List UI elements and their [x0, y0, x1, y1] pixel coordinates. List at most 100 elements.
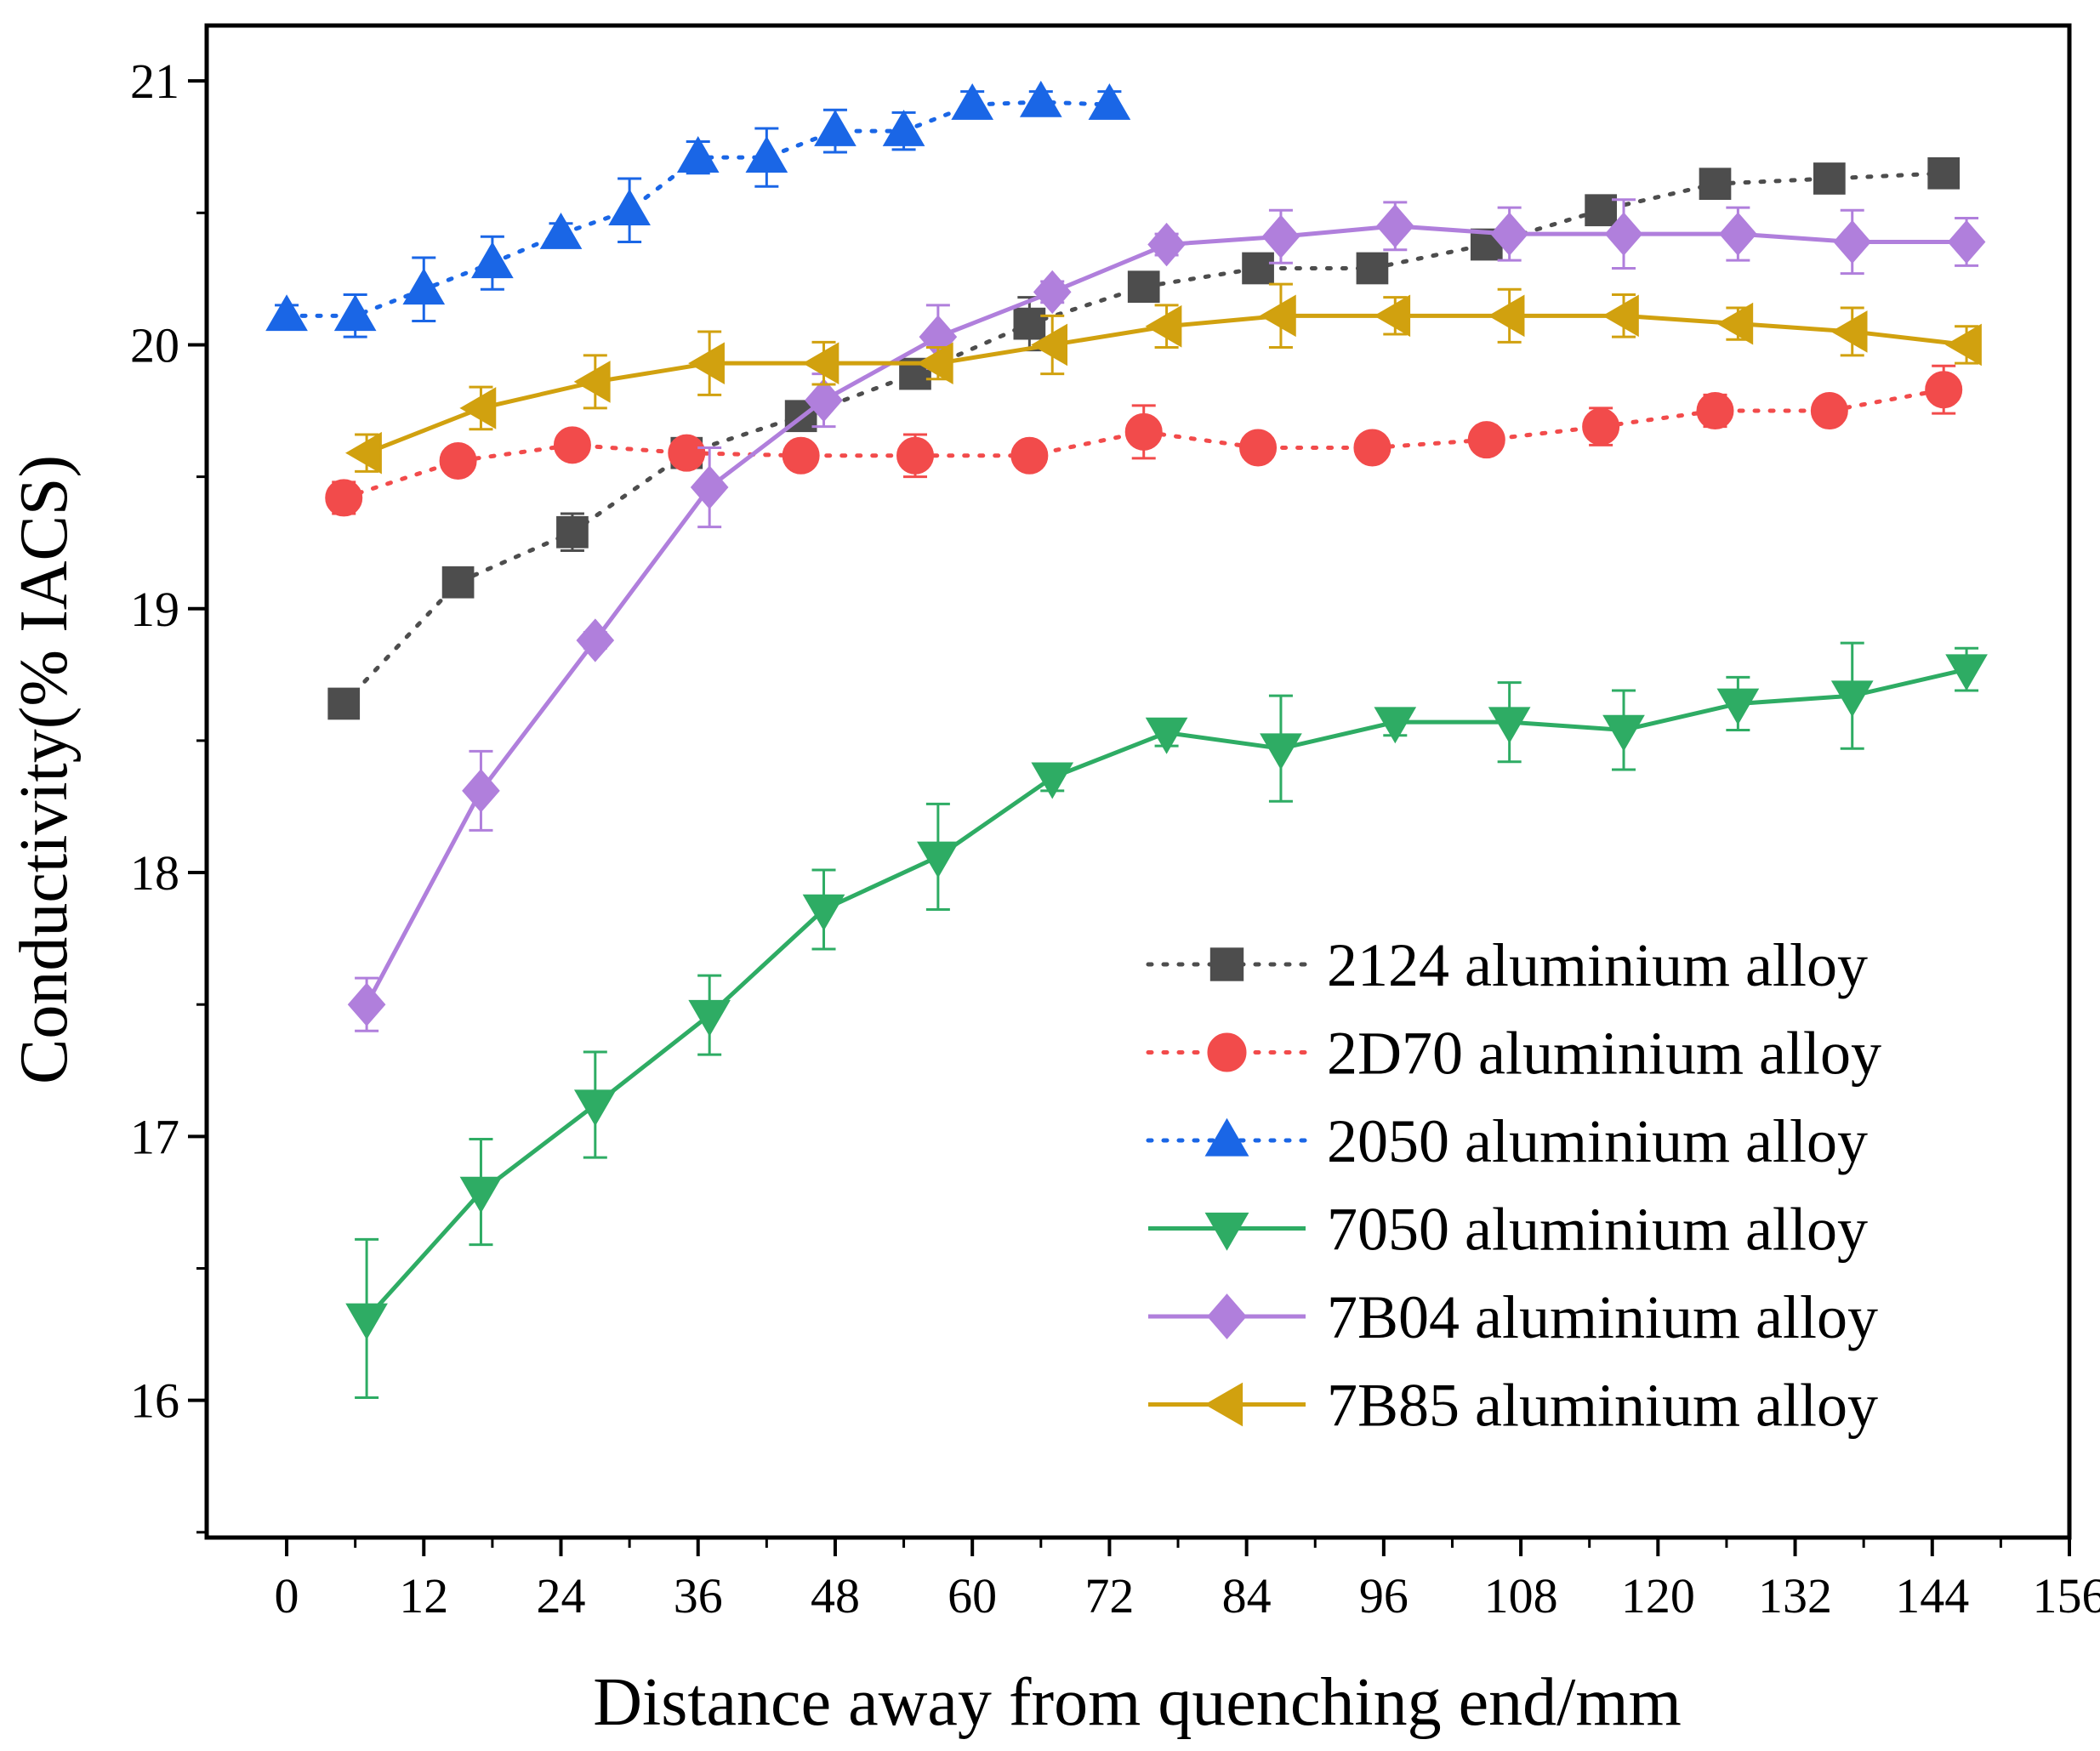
series-group [345, 641, 1988, 1400]
series-line [284, 99, 1112, 318]
data-point [1699, 168, 1732, 201]
data-point [1602, 714, 1645, 752]
legend-item: 2D70 aluminium alloy [1146, 1020, 1881, 1088]
data-point [688, 342, 725, 385]
data-point [1374, 707, 1417, 744]
series-group [265, 80, 1131, 338]
legend-label: 7050 aluminium alloy [1327, 1196, 1868, 1264]
plot-frame [204, 23, 2072, 1540]
y-tick-label: 16 [130, 1373, 179, 1429]
data-point [1830, 680, 1874, 718]
data-point [1602, 294, 1639, 338]
data-point [556, 515, 589, 549]
data-point [1031, 323, 1068, 367]
data-point [1209, 947, 1244, 981]
data-point [462, 769, 500, 813]
series-group [325, 364, 1963, 517]
data-point [1207, 1032, 1247, 1072]
data-point [1013, 307, 1046, 340]
data-point [576, 618, 615, 662]
data-point [814, 110, 857, 146]
data-point [690, 465, 729, 509]
x-tick-label: 156 [2033, 1568, 2100, 1623]
x-tick-label: 108 [1484, 1568, 1558, 1623]
data-point [1833, 219, 1872, 264]
data-point [1488, 294, 1525, 338]
data-point [1239, 429, 1278, 467]
plot-border [204, 23, 2072, 1540]
data-point [1810, 392, 1848, 430]
data-point [1582, 407, 1620, 446]
legend: 2124 aluminium alloy 2D70 aluminium alloy… [1146, 931, 1881, 1440]
data-point [1696, 392, 1734, 430]
legend-item: 2124 aluminium alloy [1146, 931, 1868, 999]
x-tick-label: 12 [399, 1568, 448, 1623]
legend-item: 7B85 aluminium alloy [1148, 1372, 1878, 1440]
data-point [1490, 212, 1528, 256]
legend-item: 2050 aluminium alloy [1146, 1107, 1868, 1175]
data-point [916, 342, 953, 385]
data-point [439, 441, 477, 480]
data-point [1716, 302, 1754, 345]
data-point [1019, 80, 1062, 117]
data-point [1467, 421, 1505, 459]
data-point [1145, 304, 1182, 348]
data-point [1585, 194, 1617, 227]
data-point [333, 294, 377, 332]
x-tick-label: 36 [674, 1568, 723, 1623]
x-tick-label: 48 [811, 1568, 860, 1623]
data-point [1375, 204, 1414, 248]
data-point [553, 426, 591, 464]
legend-item: 7B04 aluminium alloy [1148, 1283, 1878, 1351]
legend-label: 2D70 aluminium alloy [1327, 1020, 1881, 1088]
data-point [745, 136, 788, 173]
data-point [347, 982, 386, 1026]
data-point [1604, 212, 1643, 256]
data-point [1033, 270, 1072, 315]
data-point [1813, 162, 1846, 195]
legend-label: 7B85 aluminium alloy [1327, 1372, 1878, 1440]
y-tick-label: 20 [130, 317, 179, 372]
data-point [1947, 219, 1986, 264]
data-point [1719, 212, 1757, 256]
x-tick-label: 24 [537, 1568, 586, 1623]
x-tick-label: 120 [1621, 1568, 1695, 1623]
data-point [1242, 252, 1274, 285]
data-point [573, 1089, 617, 1127]
data-point [325, 479, 363, 517]
y-axis: 16 17 18 19 20 21 [130, 54, 207, 1534]
legend-label: 2050 aluminium alloy [1327, 1107, 1868, 1175]
data-point [608, 189, 651, 226]
series-layer [265, 80, 1988, 1400]
data-point [539, 213, 583, 249]
x-axis: 0 12 24 36 48 60 72 84 96 108 120 132 144 156 [275, 1538, 2100, 1623]
x-tick-label: 84 [1222, 1568, 1272, 1623]
data-point [1010, 436, 1049, 475]
data-point [802, 894, 845, 931]
data-point [459, 1176, 503, 1214]
data-point [1945, 654, 1988, 691]
series-group [345, 282, 1982, 475]
data-point [1356, 252, 1389, 285]
legend-label: 2124 aluminium alloy [1327, 931, 1868, 999]
data-point [1353, 429, 1391, 467]
data-point [896, 436, 935, 475]
data-point [459, 387, 497, 429]
data-point [345, 431, 382, 475]
data-point [1927, 156, 1961, 190]
data-point [1830, 310, 1868, 353]
data-point [1031, 762, 1074, 799]
data-point [1204, 1117, 1249, 1157]
x-tick-label: 60 [948, 1568, 997, 1623]
data-point [1925, 371, 1963, 409]
y-tick-label: 21 [130, 54, 179, 109]
data-point [917, 841, 959, 878]
data-point [1204, 1382, 1243, 1427]
data-point [951, 82, 994, 120]
data-point [471, 242, 514, 279]
series-group [327, 156, 1961, 720]
legend-label: 7B04 aluminium alloy [1327, 1283, 1878, 1351]
data-point [1374, 294, 1411, 338]
x-tick-label: 0 [275, 1568, 299, 1623]
